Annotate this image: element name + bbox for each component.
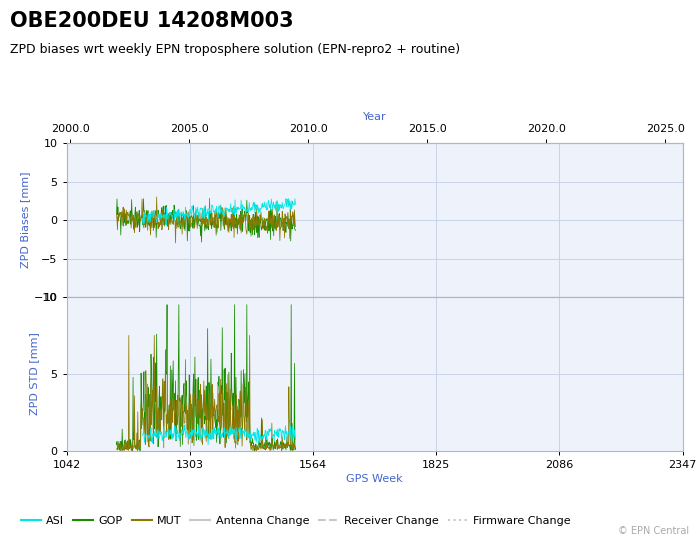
- Y-axis label: ZPD Biases [mm]: ZPD Biases [mm]: [20, 172, 30, 268]
- Text: © EPN Central: © EPN Central: [618, 525, 690, 536]
- Text: ZPD biases wrt weekly EPN troposphere solution (EPN-repro2 + routine): ZPD biases wrt weekly EPN troposphere so…: [10, 43, 461, 56]
- Legend: ASI, GOP, MUT, Antenna Change, Receiver Change, Firmware Change: ASI, GOP, MUT, Antenna Change, Receiver …: [16, 511, 575, 530]
- X-axis label: GPS Week: GPS Week: [346, 474, 402, 484]
- Text: OBE200DEU 14208M003: OBE200DEU 14208M003: [10, 11, 294, 31]
- X-axis label: Year: Year: [363, 112, 386, 122]
- Y-axis label: ZPD STD [mm]: ZPD STD [mm]: [29, 333, 39, 415]
